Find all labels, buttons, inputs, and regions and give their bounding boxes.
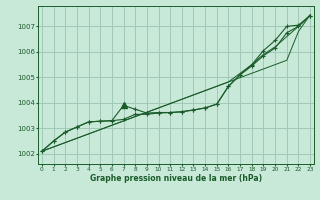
X-axis label: Graphe pression niveau de la mer (hPa): Graphe pression niveau de la mer (hPa)	[90, 174, 262, 183]
